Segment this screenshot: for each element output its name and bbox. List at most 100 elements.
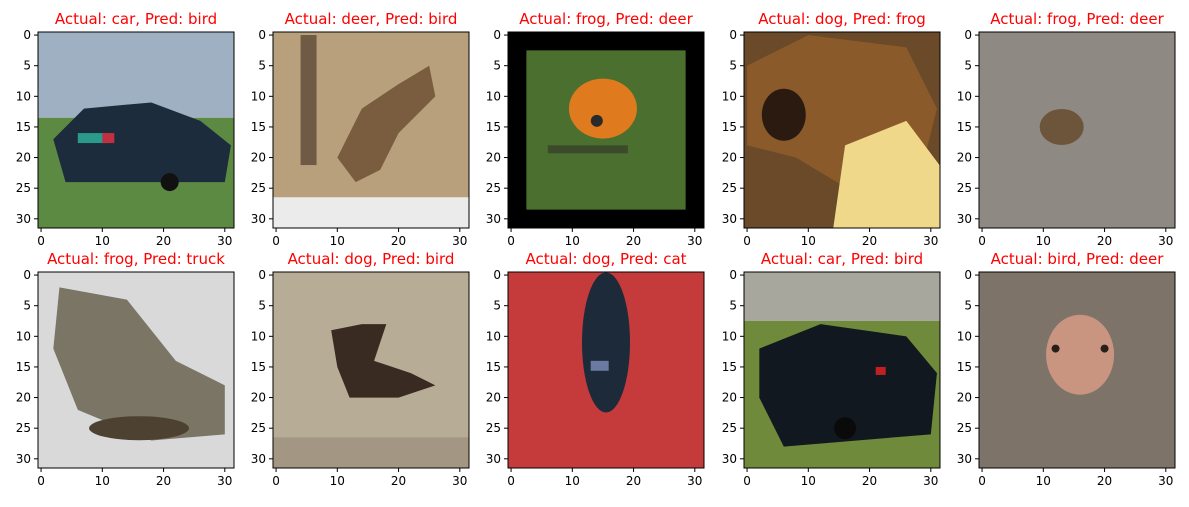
x-tick-label: 30	[217, 474, 232, 488]
panel-title: Actual: frog, Pred: truck	[47, 250, 225, 268]
panel-2: Actual: deer, Pred: bird 0 10 20 30 0 5 10 15 20 2…	[251, 10, 469, 248]
y-tick-label: 10	[16, 89, 31, 103]
x-tick-label: 20	[626, 234, 641, 248]
panel-5: Actual: frog, Pred: deer0 10 20 30051015202…	[957, 10, 1175, 248]
x-tick-label: 0	[37, 474, 45, 488]
panel-title: Actual: dog, Pred: cat	[525, 250, 686, 268]
x-tick-label: 20	[156, 474, 171, 488]
y-tick-label: 5	[493, 59, 501, 73]
panel-4: Actual: dog, Pred: frog 0 10 20 30 0 5 10 15 20 25…	[722, 10, 943, 248]
y-tick-label: 0	[493, 28, 501, 42]
panel-7: Actual: dog, Pred: bird 0 10 20 30 0 5 10 15 20 25…	[251, 250, 469, 488]
panel-3: Actual: frog, Pred: deer 0 10 20 30 0 5 10 15 20 2…	[486, 10, 704, 248]
y-tick-label: 0	[964, 28, 972, 42]
x-tick-label: 0	[978, 474, 986, 488]
panel-title: Actual: frog, Pred: deer	[990, 10, 1164, 28]
x-tick-label: 0	[272, 234, 280, 248]
x-tick-label: 10	[95, 474, 110, 488]
bird-icon	[979, 272, 1175, 468]
y-tick-label: 15	[16, 120, 31, 134]
panel-8: Actual: dog, Pred: cat 0 10 20 30 0 5 10 15 20 25 3…	[486, 250, 704, 488]
x-tick-label: 0	[272, 474, 280, 488]
frog-icon	[508, 32, 704, 228]
x-tick-label: 0	[37, 234, 45, 248]
x-tick-label: 20	[1097, 234, 1112, 248]
y-tick-label: 15	[722, 120, 737, 134]
x-tick-label: 20	[156, 234, 171, 248]
y-tick-label: 0	[23, 28, 31, 42]
y-tick-label: 30	[251, 452, 266, 466]
x-tick-label: 20	[862, 474, 877, 488]
y-tick-label: 10	[722, 89, 737, 103]
y-tick-label: 10	[957, 89, 972, 103]
panel-title: Actual: dog, Pred: frog	[758, 10, 926, 28]
x-tick-label: 0	[743, 474, 751, 488]
y-tick-label: 20	[486, 151, 501, 165]
x-tick-label: 0	[978, 234, 986, 248]
y-tick-label: 5	[729, 299, 737, 313]
y-tick-label: 30	[486, 212, 501, 226]
y-tick-label: 30	[16, 452, 31, 466]
y-tick-label: 5	[729, 59, 737, 73]
x-tick-label: 0	[507, 234, 515, 248]
y-tick-label: 0	[258, 28, 266, 42]
y-tick-label: 10	[486, 89, 501, 103]
y-tick-label: 5	[964, 59, 972, 73]
x-tick-label: 30	[217, 234, 232, 248]
panel-10: Actual: bird, Pred: deer0 10 20 30051015202…	[957, 250, 1175, 488]
y-tick-label: 20	[251, 151, 266, 165]
y-tick-label: 15	[486, 360, 501, 374]
y-tick-label: 5	[23, 59, 31, 73]
x-tick-label: 30	[687, 234, 702, 248]
y-tick-label: 25	[957, 181, 972, 195]
panel-9: Actual: car, Pred: bird 0 10 20 30 0 5 10 15 20 25…	[722, 250, 940, 488]
x-tick-label: 10	[330, 234, 345, 248]
y-tick-label: 10	[957, 329, 972, 343]
x-tick-label: 30	[923, 474, 938, 488]
y-tick-label: 20	[957, 391, 972, 405]
y-tick-label: 20	[722, 151, 737, 165]
x-tick-label: 20	[391, 474, 406, 488]
panel-title: Actual: bird, Pred: deer	[991, 250, 1165, 268]
y-tick-label: 30	[722, 452, 737, 466]
y-tick-label: 30	[722, 212, 737, 226]
panel-title: Actual: car, Pred: bird	[55, 10, 217, 28]
y-tick-label: 20	[722, 391, 737, 405]
x-tick-label: 0	[743, 234, 751, 248]
x-tick-label: 20	[391, 234, 406, 248]
x-tick-label: 30	[452, 234, 467, 248]
x-tick-label: 30	[1158, 474, 1173, 488]
y-tick-label: 5	[23, 299, 31, 313]
y-tick-label: 25	[16, 181, 31, 195]
x-tick-label: 30	[687, 474, 702, 488]
y-tick-label: 5	[493, 299, 501, 313]
x-tick-label: 10	[565, 234, 580, 248]
y-tick-label: 15	[957, 360, 972, 374]
y-tick-label: 5	[258, 299, 266, 313]
dog-icon	[744, 32, 943, 231]
panel-title: Actual: deer, Pred: bird	[285, 10, 458, 28]
y-tick-label: 25	[722, 181, 737, 195]
y-tick-label: 25	[486, 181, 501, 195]
y-tick-label: 25	[486, 421, 501, 435]
y-tick-label: 20	[957, 151, 972, 165]
y-tick-label: 15	[251, 120, 266, 134]
y-tick-label: 15	[251, 360, 266, 374]
frog-icon	[38, 272, 234, 468]
x-tick-label: 10	[565, 474, 580, 488]
y-tick-label: 15	[957, 120, 972, 134]
panel-1: Actual: car, Pred: bird 0 10 20 30 0 5 10 15 20 25…	[16, 10, 234, 248]
y-tick-label: 10	[722, 329, 737, 343]
y-tick-label: 25	[957, 421, 972, 435]
y-tick-label: 30	[957, 452, 972, 466]
y-tick-label: 25	[251, 181, 266, 195]
y-tick-label: 10	[16, 329, 31, 343]
x-tick-label: 10	[95, 234, 110, 248]
x-tick-label: 30	[452, 474, 467, 488]
y-tick-label: 15	[16, 360, 31, 374]
car-icon	[744, 272, 940, 468]
y-tick-label: 0	[964, 268, 972, 282]
y-tick-label: 0	[493, 268, 501, 282]
y-tick-label: 0	[729, 28, 737, 42]
